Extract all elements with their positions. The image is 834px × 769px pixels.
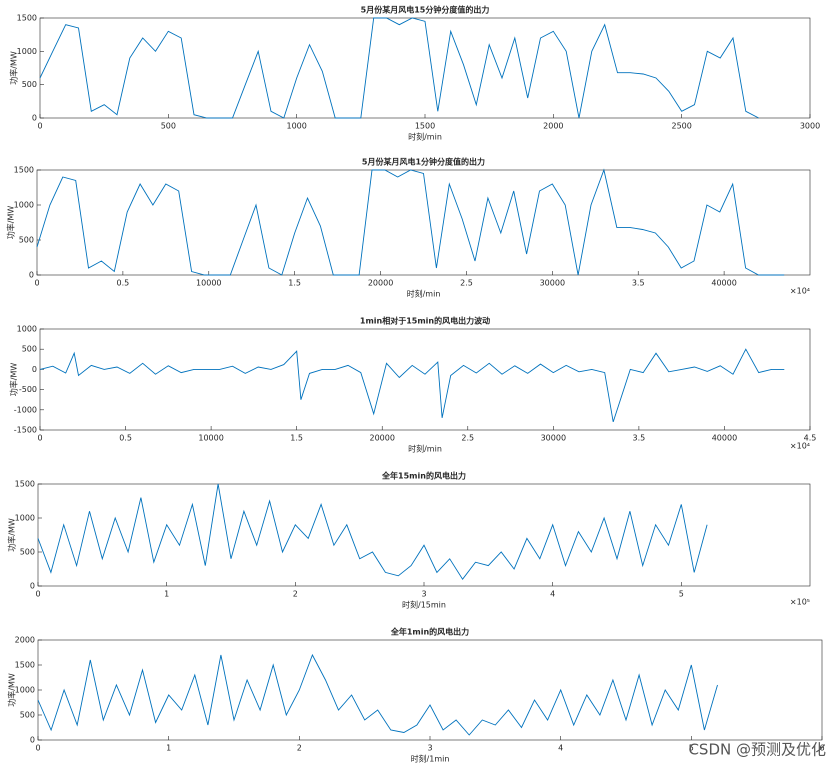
x-tick-label: 2000 xyxy=(543,122,563,131)
y-tick-label: 1000 xyxy=(15,514,35,523)
x-tick-label: 40000 xyxy=(712,434,737,443)
x-tick-label: 4 xyxy=(550,590,555,599)
x-tick-label: 10000 xyxy=(198,434,223,443)
x-tick-label: 2.5 xyxy=(460,279,473,288)
x-tick-label: 4.5 xyxy=(804,434,817,443)
x-tick-label: 20000 xyxy=(368,279,393,288)
x-tick-label: 5 xyxy=(679,590,684,599)
x-axis-label: 时刻/min xyxy=(408,132,442,142)
x-tick-label: 0 xyxy=(34,279,39,288)
y-tick-label: 500 xyxy=(20,711,35,720)
y-tick-label: 1500 xyxy=(17,14,37,23)
x-tick-label: 10000 xyxy=(196,279,221,288)
x-tick-label: 0 xyxy=(35,590,40,599)
y-tick-label: 1000 xyxy=(14,201,34,210)
chart-title: 全年15min的风电出力 xyxy=(381,471,466,481)
y-tick-label: 500 xyxy=(19,236,34,245)
y-tick-label: 500 xyxy=(22,80,37,89)
x-tick-label: 0.5 xyxy=(117,279,130,288)
axes-box xyxy=(39,328,811,431)
y-tick-label: 1000 xyxy=(17,325,37,334)
data-line xyxy=(37,653,718,736)
x-tick-label: 6 xyxy=(819,744,824,753)
axes-box xyxy=(37,483,811,587)
y-tick-label: 0 xyxy=(30,736,35,745)
x-tick-label: 3.5 xyxy=(632,279,645,288)
y-tick-label: 0 xyxy=(30,582,35,591)
y-tick-label: 1500 xyxy=(14,166,34,175)
chart-title: 1min相对于15min的风电出力波动 xyxy=(360,316,490,326)
axes-box xyxy=(37,639,823,741)
x-axis-label: 时刻/min xyxy=(408,444,442,454)
x-tick-label: 3 xyxy=(427,744,432,753)
x-axis-label: 时刻/15min xyxy=(402,600,446,610)
y-axis-label: 功率/MW xyxy=(6,206,16,240)
x-tick-label: 0.5 xyxy=(119,434,132,443)
x-axis-label: 时刻/min xyxy=(407,289,441,299)
y-tick-label: 2000 xyxy=(15,636,35,645)
chart-title: 5月份某月风电1分钟分度值的出力 xyxy=(362,157,485,167)
x-tick-label: 20000 xyxy=(369,434,394,443)
y-tick-label: 1500 xyxy=(15,661,35,670)
y-axis-label: 功率/MW xyxy=(9,363,19,397)
data-line xyxy=(37,483,708,580)
y-axis-label: 功率/MW xyxy=(7,673,17,707)
x-tick-label: 2 xyxy=(297,744,302,753)
y-tick-label: 0 xyxy=(29,271,34,280)
x-tick-label: 30000 xyxy=(540,279,565,288)
y-tick-label: -1500 xyxy=(14,426,37,435)
x-tick-label: 0 xyxy=(35,744,40,753)
x-tick-label: 40000 xyxy=(711,279,736,288)
x-exponent: ×10⁴ xyxy=(790,287,810,296)
y-tick-label: 1500 xyxy=(15,480,35,489)
x-tick-label: 3.5 xyxy=(633,434,646,443)
x-tick-label: 2500 xyxy=(671,122,691,131)
y-axis-label: 功率/MW xyxy=(7,518,17,552)
data-line xyxy=(36,168,785,276)
x-tick-label: 1 xyxy=(166,744,171,753)
x-tick-label: 500 xyxy=(161,122,176,131)
data-line xyxy=(39,348,785,423)
x-tick-label: 3000 xyxy=(800,122,820,131)
axes-box xyxy=(39,17,811,119)
x-tick-label: 30000 xyxy=(541,434,566,443)
x-axis-label: 时刻/1min xyxy=(411,754,450,764)
x-tick-label: 1.5 xyxy=(288,279,301,288)
x-tick-label: 1500 xyxy=(415,122,435,131)
chart-title: 5月份某月风电15分钟分度值的出力 xyxy=(361,5,490,15)
x-tick-label: 2.5 xyxy=(461,434,474,443)
y-axis-label: 功率/MW xyxy=(9,51,19,85)
y-tick-label: 1000 xyxy=(17,47,37,56)
x-exponent: ×10⁴ xyxy=(790,442,810,451)
x-tick-label: 1 xyxy=(164,590,169,599)
y-tick-label: 500 xyxy=(22,345,37,354)
x-tick-label: 4 xyxy=(558,744,563,753)
x-tick-label: 3 xyxy=(421,590,426,599)
x-exponent: ×10⁵ xyxy=(790,598,810,607)
axes-box xyxy=(36,169,811,276)
y-tick-label: 0 xyxy=(32,365,37,374)
x-tick-label: 2 xyxy=(293,590,298,599)
x-tick-label: 0 xyxy=(37,122,42,131)
x-tick-label: 1000 xyxy=(286,122,306,131)
y-tick-label: -1000 xyxy=(14,405,37,414)
y-tick-label: 1000 xyxy=(15,686,35,695)
chart-title: 全年1min的风电出力 xyxy=(390,627,469,637)
y-tick-label: 0 xyxy=(32,114,37,123)
x-tick-label: 1.5 xyxy=(290,434,303,443)
x-tick-label: 0 xyxy=(37,434,42,443)
watermark: CSDN @预测及优化 xyxy=(688,741,826,759)
y-tick-label: 500 xyxy=(20,548,35,557)
data-line xyxy=(39,17,759,119)
y-tick-label: -500 xyxy=(19,385,37,394)
x-tick-label: 5 xyxy=(689,744,694,753)
